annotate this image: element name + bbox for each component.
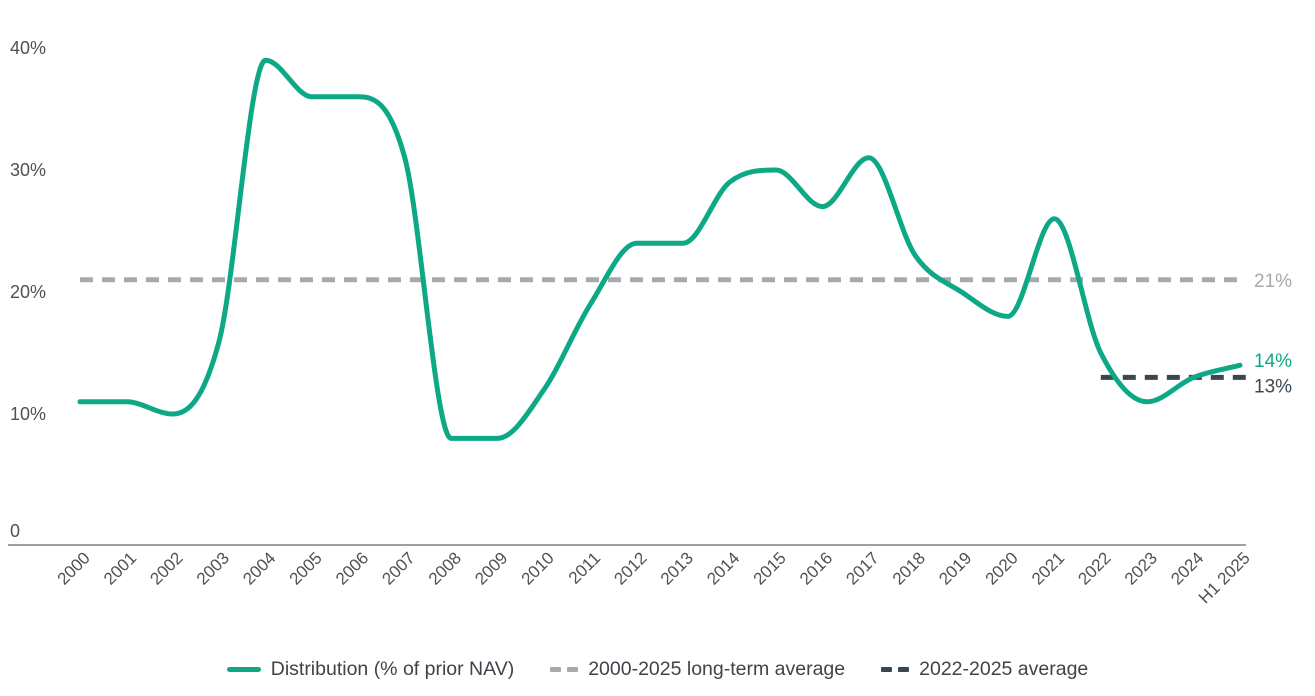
x-tick-label-2011: 2011 bbox=[565, 548, 604, 587]
y-tick-label-10: 10% bbox=[10, 404, 46, 424]
x-tick-label-2015: 2015 bbox=[750, 548, 790, 588]
x-tick-label-2000: 2000 bbox=[54, 548, 94, 588]
y-tick-label-20: 20% bbox=[10, 282, 46, 302]
legend-label-recent-average: 2022-2025 average bbox=[919, 657, 1089, 680]
legend-label-long-term-average: 2000-2025 long-term average bbox=[588, 657, 846, 680]
x-tick-label-2003: 2003 bbox=[193, 548, 233, 588]
x-tick-label-2023: 2023 bbox=[1121, 548, 1161, 588]
y-tick-label-40: 40% bbox=[10, 38, 46, 58]
x-tick-label-2022: 2022 bbox=[1074, 548, 1114, 588]
chart-legend: Distribution (% of prior NAV) 2000-2025 … bbox=[0, 648, 1315, 690]
x-tick-label-2001: 2001 bbox=[100, 548, 140, 588]
legend-item-long-term-average: 2000-2025 long-term average bbox=[550, 658, 845, 681]
long-term-average-swatch bbox=[550, 666, 579, 672]
x-tick-label-2006: 2006 bbox=[332, 548, 372, 588]
y-tick-label-30: 30% bbox=[10, 160, 46, 180]
x-tick-label-2019: 2019 bbox=[935, 548, 975, 588]
legend-item-recent-average: 2022-2025 average bbox=[881, 658, 1088, 681]
recent-average-swatch bbox=[881, 666, 910, 672]
x-tick-label-2014: 2014 bbox=[703, 548, 743, 588]
x-tick-label-2024: 2024 bbox=[1167, 548, 1207, 588]
x-tick-label-2008: 2008 bbox=[425, 548, 465, 588]
distribution-end-value-label: 14% bbox=[1254, 351, 1292, 372]
x-tick-label-2020: 2020 bbox=[982, 548, 1022, 588]
legend-item-distribution: Distribution (% of prior NAV) bbox=[226, 657, 515, 681]
x-tick-label-2021: 2021 bbox=[1028, 548, 1068, 588]
x-tick-label-2010: 2010 bbox=[518, 548, 558, 588]
x-tick-label-2005: 2005 bbox=[286, 548, 326, 588]
long-term-average-value-label: 21% bbox=[1254, 271, 1292, 292]
distribution-line-swatch bbox=[226, 666, 261, 672]
x-tick-label-2009: 2009 bbox=[471, 548, 511, 588]
distribution-line bbox=[77, 57, 1243, 441]
x-tick-label-H1-2025: H1 2025 bbox=[1195, 548, 1254, 607]
legend-label-distribution: Distribution (% of prior NAV) bbox=[270, 657, 515, 680]
x-tick-label-2018: 2018 bbox=[889, 548, 929, 588]
distribution-line-chart: 40% 30% 20% 10% 0 2000 2001 2002 2003 2004 2005 200… bbox=[8, 38, 1292, 680]
recent-average-value-label: 13% bbox=[1254, 376, 1292, 397]
x-tick-label-2004: 2004 bbox=[239, 548, 279, 588]
y-tick-label-0: 0 bbox=[10, 521, 20, 541]
x-tick-label-2013: 2013 bbox=[657, 548, 697, 588]
x-tick-label-2002: 2002 bbox=[146, 548, 186, 588]
x-tick-label-2017: 2017 bbox=[842, 548, 882, 588]
x-tick-label-2016: 2016 bbox=[796, 548, 836, 588]
x-tick-label-2012: 2012 bbox=[610, 548, 650, 588]
x-tick-label-2007: 2007 bbox=[378, 548, 418, 588]
